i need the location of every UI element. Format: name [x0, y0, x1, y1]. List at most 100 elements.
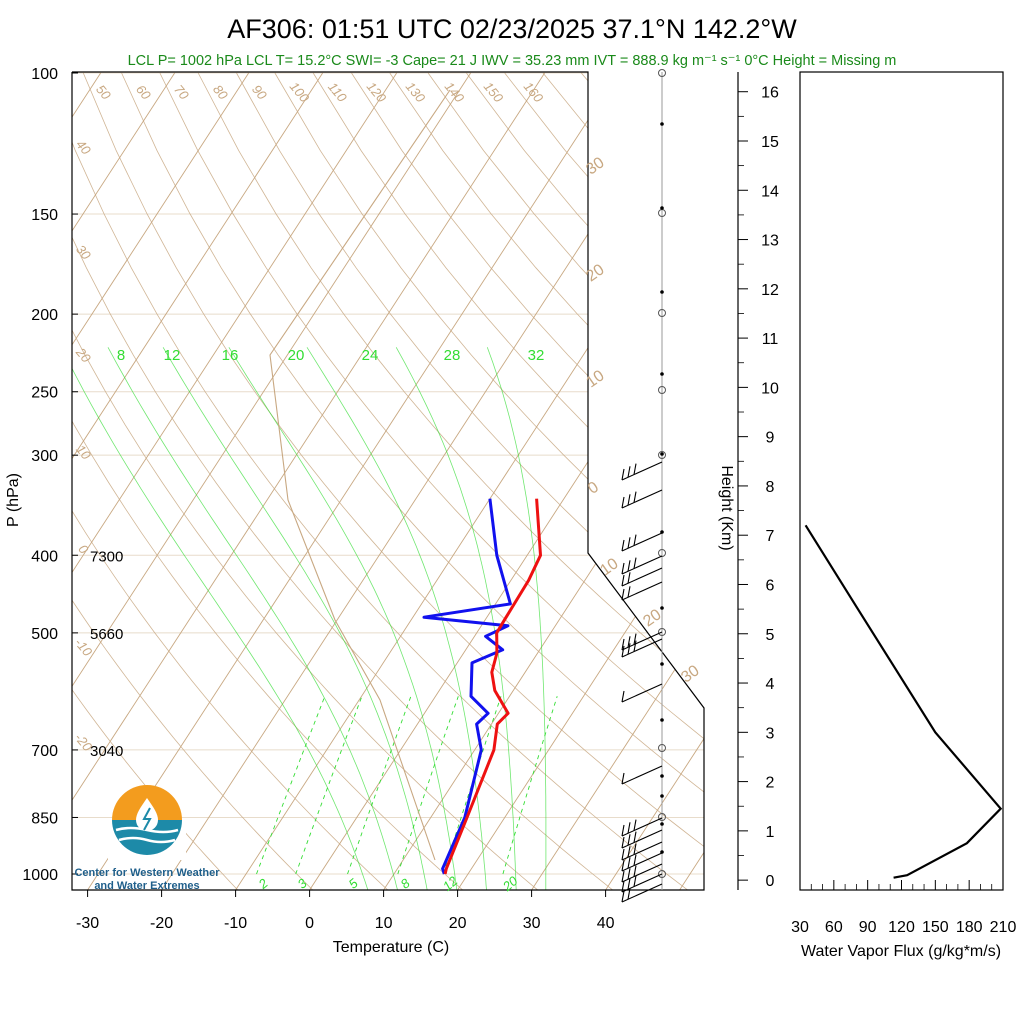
- dry-adiabat-line: [274, 72, 704, 890]
- flux-tick-label: 90: [859, 919, 877, 936]
- dry-adiabat-line: [236, 72, 704, 890]
- wind-barb-icon: [621, 631, 663, 651]
- isotherm-line: [382, 72, 704, 890]
- wind-barb-flag: [627, 643, 631, 655]
- dry-adiabat-line: [72, 72, 314, 890]
- wind-barb-flag: [627, 636, 631, 648]
- wind-barb-flag: [627, 572, 631, 584]
- wind-barb-icon: [621, 817, 663, 837]
- wind-barb-flag: [621, 870, 625, 883]
- flux-axis-label: Water Vapor Flux (g/kg*m/s): [801, 943, 1001, 960]
- wind-barb-flag: [627, 560, 631, 572]
- isotherm-line: [72, 72, 546, 890]
- moist-adiabat-line: [107, 347, 399, 890]
- height-tick-label: 15: [761, 134, 779, 151]
- dry-adiabat-line: [312, 72, 704, 890]
- wind-barb-icon: [621, 863, 663, 883]
- wind-barb-flag: [621, 880, 625, 893]
- wind-barb-flag: [621, 645, 625, 658]
- moist-adiabat-label: 20: [583, 261, 607, 285]
- moist-adiabat-label: 10: [583, 367, 607, 391]
- pressure-axis: 1001502002503004005007008501000730056603…: [22, 66, 123, 884]
- wind-barb-flag: [627, 868, 631, 880]
- pressure-tick-label: 200: [31, 307, 58, 324]
- wind-barb-icon: [621, 581, 663, 601]
- temperature-tick-label: 0: [305, 915, 314, 932]
- dry-adiabat-label: 150: [481, 79, 507, 106]
- wind-barb-flag: [621, 890, 625, 903]
- dry-adiabat-line: [72, 72, 465, 890]
- wind-level-dot: [660, 662, 664, 666]
- isotherm-label: 10: [73, 442, 94, 463]
- dry-adiabat-line: [72, 72, 239, 890]
- pressure-tick-label: 300: [31, 448, 58, 465]
- mixing-ratio-label: 8: [117, 347, 125, 364]
- isotherm-line: [72, 72, 472, 890]
- dry-adiabat-line: [389, 72, 704, 890]
- pressure-tick-label: 400: [31, 548, 58, 565]
- wind-barb-icon: [621, 873, 663, 893]
- mixing-ratio-line: [397, 696, 459, 875]
- wind-barb-flag: [621, 588, 625, 601]
- mixing-ratio-label: 16: [222, 347, 239, 364]
- wind-barb-flag: [621, 562, 625, 575]
- wind-barb-icon: [621, 532, 663, 552]
- wind-barb-flag: [627, 822, 631, 834]
- mixing-ratio-label: 24: [362, 347, 379, 364]
- wind-level-dot: [660, 606, 664, 610]
- dry-adiabat-label: 50: [93, 82, 114, 103]
- wind-barb-flag: [627, 537, 631, 549]
- dry-adiabat-label: 90: [249, 82, 270, 103]
- wind-level-circle: [658, 628, 666, 636]
- wind-barb-flag: [627, 494, 631, 506]
- height-tick-label: 0: [766, 873, 775, 890]
- wind-level-circle: [658, 744, 666, 752]
- flux-tick-label: 180: [956, 919, 983, 936]
- dry-adiabat-line: [121, 72, 704, 890]
- isotherm-line: [530, 72, 704, 890]
- isotherm-label: 40: [73, 137, 94, 158]
- wind-barb-icon: [621, 638, 663, 658]
- wind-barb-icon: [621, 841, 663, 861]
- wind-barb-flag: [621, 539, 625, 552]
- isotherm-line: [72, 72, 398, 890]
- wind-barb-flag: [627, 857, 631, 869]
- flux-tick-label: 60: [825, 919, 843, 936]
- chart-title: AF306: 01:51 UTC 02/23/2025 37.1°N 142.2…: [227, 14, 797, 44]
- height-tick-label: 2: [766, 775, 775, 792]
- background-lines: [72, 72, 704, 890]
- pressure-tick-label: 250: [31, 385, 58, 402]
- temperature-tick-label: 40: [597, 915, 615, 932]
- wind-level-circle: [658, 386, 666, 394]
- wind-barb-flag: [633, 491, 637, 503]
- dry-adiabat-line: [580, 72, 704, 890]
- mixing-ratio-line: [295, 696, 363, 875]
- moist-adiabat-line: [72, 347, 369, 890]
- mixing-ratio-line: [502, 696, 558, 875]
- wind-level-circle: [658, 451, 666, 459]
- dry-adiabat-line: [657, 72, 704, 890]
- wind-level-dot: [660, 122, 664, 126]
- isotherm-line: [72, 72, 176, 890]
- wind-barb-flag: [633, 854, 637, 866]
- temperature-tick-label: 30: [523, 915, 541, 932]
- height-axis-label: Height (Km): [718, 465, 735, 550]
- mixing-ratio-label: 3: [295, 875, 311, 892]
- wind-level-dot: [660, 372, 664, 376]
- height-tick-label: 14: [761, 183, 779, 200]
- temperature-tick-label: -20: [150, 915, 173, 932]
- wind-barb-flag: [627, 834, 631, 846]
- moist-adiabat-line: [486, 347, 547, 890]
- mixing-ratio-line: [347, 696, 412, 875]
- dry-adiabat-label: 80: [210, 82, 231, 103]
- wind-barb-flag: [621, 824, 625, 837]
- dry-adiabat-label: 120: [364, 79, 390, 106]
- water-vapor-flux-panel: 30 60 90 120 150 180 2100123456789101112131415…: [718, 71, 1016, 960]
- logo-line-2: and Water Extremes: [94, 880, 199, 892]
- pressure-tick-label: 100: [31, 66, 58, 83]
- wind-barb-flag: [621, 848, 625, 861]
- mixing-ratio-label: 28: [444, 347, 461, 364]
- wind-barb-flag: [633, 875, 637, 887]
- flux-axes: 30 60 90 120 150 180 2100123456789101112131415…: [737, 72, 1016, 936]
